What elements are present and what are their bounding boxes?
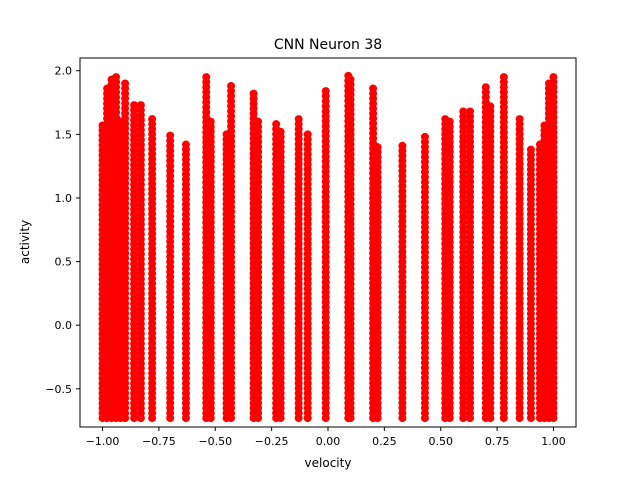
y-tick-label: 0.5 — [55, 256, 73, 269]
data-point — [466, 414, 475, 423]
x-tick-label: 0.75 — [485, 435, 510, 448]
y-axis-ticks: −0.5 0.0 0.5 1.0 1.5 2.0 — [45, 65, 80, 396]
data-point — [121, 414, 130, 423]
data-point — [486, 414, 495, 423]
x-tick-label: 0.25 — [372, 435, 397, 448]
x-tick-label: 0.00 — [316, 435, 341, 448]
data-point — [206, 414, 215, 423]
x-tick-label: −0.75 — [142, 435, 176, 448]
x-tick-label: 0.50 — [428, 435, 453, 448]
data-point — [294, 414, 303, 423]
y-axis-label: activity — [18, 220, 32, 264]
data-point — [526, 414, 535, 423]
data-point — [148, 414, 157, 423]
data-point — [166, 414, 175, 423]
data-point — [303, 414, 312, 423]
data-points — [98, 71, 558, 423]
y-tick-label: 1.5 — [55, 128, 73, 141]
chart-title: CNN Neuron 38 — [274, 37, 382, 53]
data-point — [515, 414, 524, 423]
data-point — [227, 414, 236, 423]
data-point — [346, 414, 355, 423]
data-point — [459, 414, 468, 423]
data-point — [420, 414, 429, 423]
data-point — [276, 414, 285, 423]
data-point — [181, 414, 190, 423]
y-tick-label: −0.5 — [45, 383, 72, 396]
data-point — [398, 414, 407, 423]
data-point — [373, 414, 382, 423]
data-point — [445, 414, 454, 423]
data-point — [130, 414, 139, 423]
data-point — [254, 414, 263, 423]
data-point — [136, 414, 145, 423]
x-axis-label: velocity — [305, 456, 352, 470]
data-point — [499, 414, 508, 423]
y-tick-label: 0.0 — [55, 319, 73, 332]
y-tick-label: 2.0 — [55, 65, 73, 78]
data-point — [321, 414, 330, 423]
x-tick-label: −0.25 — [255, 435, 289, 448]
y-tick-label: 1.0 — [55, 192, 73, 205]
data-point — [549, 414, 558, 423]
x-tick-label: −0.50 — [198, 435, 232, 448]
x-tick-label: −1.00 — [86, 435, 120, 448]
x-tick-label: 1.00 — [541, 435, 566, 448]
x-axis-ticks: −1.00 −0.75 −0.50 −0.25 0.00 0.25 0.50 0.75 1.00 — [86, 427, 566, 448]
